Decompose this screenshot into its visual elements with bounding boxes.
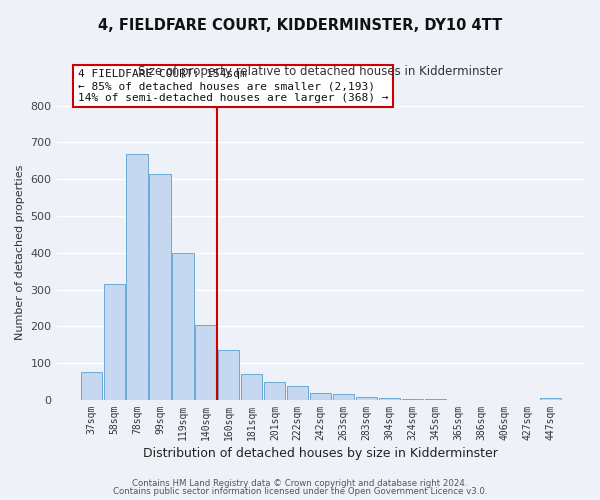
Bar <box>379 398 400 400</box>
Y-axis label: Number of detached properties: Number of detached properties <box>15 165 25 340</box>
Bar <box>287 386 308 400</box>
Bar <box>310 392 331 400</box>
Bar <box>218 350 239 400</box>
Bar <box>333 394 354 400</box>
Text: Contains public sector information licensed under the Open Government Licence v3: Contains public sector information licen… <box>113 487 487 496</box>
Bar <box>540 398 561 400</box>
Bar <box>80 372 101 400</box>
Bar <box>425 399 446 400</box>
Text: Contains HM Land Registry data © Crown copyright and database right 2024.: Contains HM Land Registry data © Crown c… <box>132 478 468 488</box>
Title: Size of property relative to detached houses in Kidderminster: Size of property relative to detached ho… <box>139 65 503 78</box>
X-axis label: Distribution of detached houses by size in Kidderminster: Distribution of detached houses by size … <box>143 447 498 460</box>
Text: 4, FIELDFARE COURT, KIDDERMINSTER, DY10 4TT: 4, FIELDFARE COURT, KIDDERMINSTER, DY10 … <box>98 18 502 32</box>
Bar <box>149 174 170 400</box>
Bar <box>104 284 125 400</box>
Text: 4 FIELDFARE COURT: 154sqm
← 85% of detached houses are smaller (2,193)
14% of se: 4 FIELDFARE COURT: 154sqm ← 85% of detac… <box>77 70 388 102</box>
Bar <box>264 382 286 400</box>
Bar <box>356 397 377 400</box>
Bar <box>127 154 148 400</box>
Bar <box>402 399 423 400</box>
Bar <box>172 252 194 400</box>
Bar <box>241 374 262 400</box>
Bar <box>196 324 217 400</box>
